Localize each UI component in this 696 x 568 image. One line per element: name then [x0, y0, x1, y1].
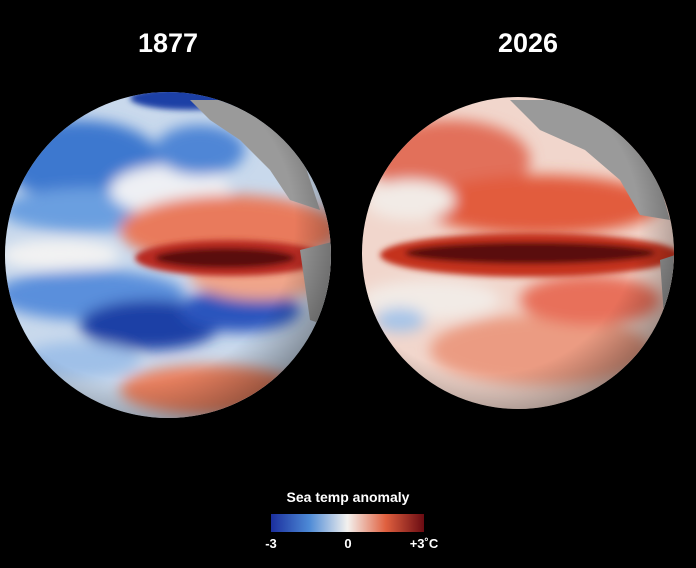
map-title: 2026	[498, 28, 558, 58]
legend-label: +3˚C	[410, 536, 439, 551]
color-bar	[271, 514, 424, 532]
globe-2026	[362, 97, 674, 409]
map-title: 1877	[138, 28, 198, 58]
globe-1877	[5, 92, 331, 418]
legend-title: Sea temp anomaly	[287, 489, 410, 505]
legend-label: -3	[265, 536, 277, 551]
legend-label: 0	[344, 536, 351, 551]
